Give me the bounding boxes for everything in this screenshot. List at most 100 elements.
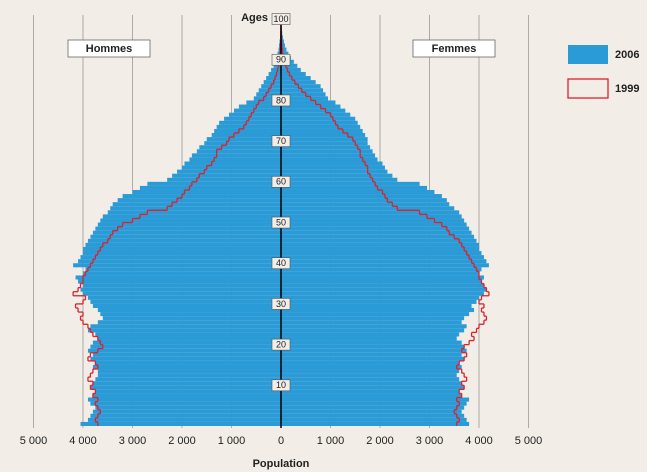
bar: [167, 177, 281, 182]
legend-label: 1999: [615, 83, 639, 95]
bar: [281, 128, 363, 134]
bar: [281, 218, 465, 223]
bar: [75, 275, 281, 280]
bar: [281, 189, 435, 195]
bar: [281, 377, 460, 382]
bar: [281, 35, 283, 40]
bar: [229, 112, 281, 117]
y-tick-box: [271, 53, 291, 66]
bar: [281, 47, 287, 52]
bar: [281, 352, 462, 357]
bar: [95, 360, 281, 365]
bar: [281, 405, 465, 410]
group-label: Hommes: [86, 43, 132, 55]
y-tick-label: 100: [273, 14, 288, 24]
bar: [281, 104, 341, 109]
bar: [266, 76, 281, 81]
y-tick-box: [271, 257, 291, 270]
bar: [102, 214, 281, 219]
bar: [281, 133, 366, 138]
y-tick-box: [271, 13, 291, 25]
bar: [87, 295, 281, 300]
y-tick-label: 80: [276, 95, 286, 105]
bar: [281, 116, 356, 121]
bar: [281, 251, 482, 256]
bar: [100, 312, 281, 317]
bar: [281, 303, 472, 308]
bar: [92, 230, 282, 235]
bar: [92, 409, 282, 414]
bar: [281, 112, 351, 117]
bar: [281, 43, 285, 48]
bar: [281, 194, 442, 199]
y-axis-label: Ages: [241, 12, 268, 24]
bar: [110, 206, 281, 211]
bar: [122, 194, 281, 199]
bar: [281, 413, 465, 418]
group-label: Femmes: [432, 43, 477, 55]
y-tick-label: 50: [276, 217, 286, 227]
x-tick-label: 5 000: [20, 435, 48, 447]
bar: [281, 421, 470, 426]
y-tick-label: 60: [276, 177, 286, 187]
bar: [281, 165, 385, 170]
y-tick-label: 40: [276, 258, 286, 268]
bar: [253, 96, 281, 101]
bar: [281, 71, 306, 77]
bar: [281, 369, 460, 374]
bar: [97, 373, 281, 378]
bar: [87, 328, 281, 333]
legend-swatch: [568, 45, 608, 64]
bar: [281, 287, 487, 292]
bar: [95, 377, 281, 382]
bar: [281, 198, 447, 203]
bar: [196, 149, 281, 154]
bar: [281, 263, 489, 268]
y-tick-label: 20: [276, 339, 286, 349]
bar: [281, 181, 420, 186]
bar: [85, 242, 281, 247]
bar: [281, 275, 484, 280]
bar: [281, 295, 479, 300]
bar: [281, 348, 467, 353]
bar: [281, 80, 316, 85]
bar: [214, 128, 281, 134]
bar: [281, 385, 465, 390]
bar: [87, 397, 281, 402]
bar: [281, 364, 462, 370]
bar: [97, 336, 281, 341]
x-axis-label: Population: [253, 458, 310, 470]
bar: [78, 279, 281, 284]
bar: [271, 67, 281, 72]
bar: [90, 324, 281, 329]
bar: [281, 271, 479, 276]
bar: [281, 328, 465, 333]
bar: [263, 80, 281, 85]
bar: [281, 381, 462, 386]
bar: [281, 145, 371, 150]
bar: [92, 381, 282, 386]
bar: [117, 198, 282, 203]
bar: [281, 312, 470, 317]
bar: [281, 120, 358, 125]
bar: [246, 100, 281, 105]
bar: [107, 210, 281, 215]
bar: [281, 169, 388, 174]
axes: 0 1 000 1 000 2 000 2 000 3 000 3 000 4 000 4 00…: [20, 13, 639, 447]
x-tick-label: 0: [278, 435, 284, 447]
bar: [268, 71, 281, 77]
y-tick-box: [271, 338, 291, 351]
bar: [95, 405, 281, 410]
bar: [90, 234, 281, 239]
group-label-box: [67, 39, 151, 58]
bar: [281, 340, 462, 345]
bar: [281, 92, 326, 97]
y-tick-label: 30: [276, 299, 286, 309]
x-tick-label: 1 000: [218, 435, 246, 447]
bar: [90, 356, 281, 361]
bar: [80, 421, 282, 426]
legend-swatch: [567, 78, 609, 99]
x-tick-label: 5 000: [515, 435, 543, 447]
bar: [189, 157, 281, 162]
